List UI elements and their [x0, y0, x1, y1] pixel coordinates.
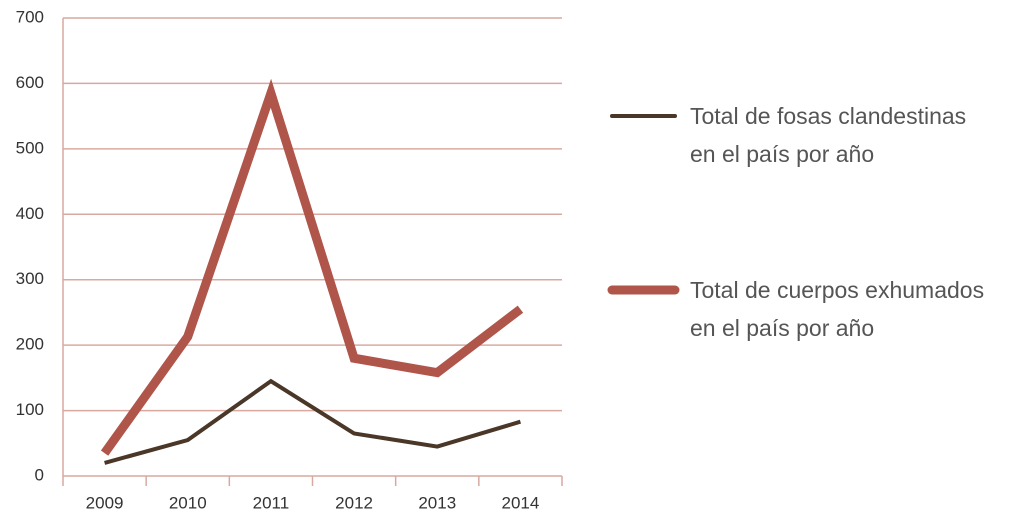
- y-tick-label: 500: [16, 138, 44, 157]
- y-tick-label: 0: [35, 465, 44, 484]
- y-tick-label: 400: [16, 204, 44, 223]
- y-tick-label: 600: [16, 73, 44, 92]
- y-tick-label: 100: [16, 400, 44, 419]
- y-tick-label: 700: [16, 7, 44, 26]
- x-tick-label: 2014: [502, 493, 540, 512]
- x-tick-label: 2011: [253, 493, 290, 512]
- data-line: [100, 78, 524, 456]
- legend-label: Total de cuerpos exhumados en el país po…: [690, 277, 985, 341]
- legend-label: Total de fosas clandestinas en el país p…: [690, 103, 967, 167]
- x-tick-label: 2013: [418, 493, 456, 512]
- x-tick-label: 2012: [335, 493, 373, 512]
- x-tick-label: 2009: [86, 493, 124, 512]
- x-tick-label: 2010: [169, 493, 207, 512]
- y-tick-label: 200: [16, 335, 44, 354]
- y-tick-label: 300: [16, 269, 44, 288]
- data-line: [104, 378, 521, 465]
